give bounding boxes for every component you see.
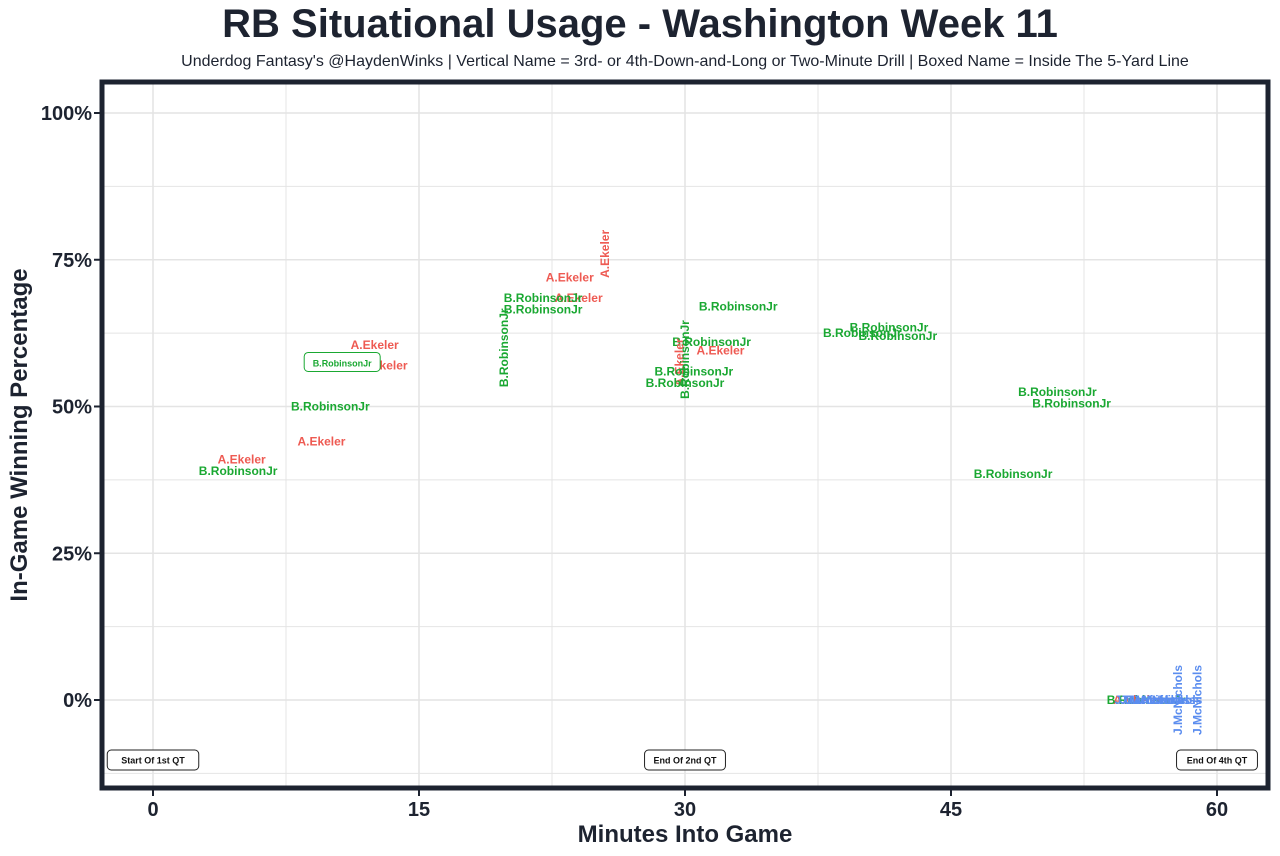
point-label-vertical: B.RobinsonJr — [497, 308, 511, 387]
x-tick-label: 30 — [674, 799, 696, 821]
point-label: A.Ekeler — [351, 338, 399, 352]
point-label-boxed: B.RobinsonJr — [303, 351, 381, 372]
x-tick-label: 45 — [940, 799, 962, 821]
point-label-vertical: J.McNichols — [1171, 665, 1185, 735]
point-label: B.RobinsonJr — [313, 358, 372, 368]
quarter-marker: End Of 4th QT — [1176, 749, 1258, 771]
point-label: B.RobinsonJr — [823, 326, 902, 340]
quarter-marker-box — [644, 749, 726, 771]
point-label: A.Ekeler — [546, 270, 594, 284]
grid-lines — [102, 82, 1268, 788]
point-label: B.RobinsonJr — [858, 329, 937, 343]
point-label: B.RobinsonJr — [199, 464, 278, 478]
point-label: J.McNichols — [1125, 693, 1195, 707]
x-tick-label: 15 — [408, 799, 430, 821]
point-label: B.RobinsonJr — [1107, 693, 1186, 707]
chart-subtitle: Underdog Fantasy's @HaydenWinks | Vertic… — [181, 53, 1189, 70]
point-label: B.RobinsonJr — [655, 364, 734, 378]
y-tick-label: 0% — [63, 690, 92, 712]
point-label: A.Ekeler — [297, 435, 345, 449]
x-tick-label: 60 — [1206, 799, 1228, 821]
y-axis-title: In-Game Winning Percentage — [6, 268, 33, 601]
y-tick-label: 75% — [52, 250, 92, 272]
data-points: A.EkelerB.RobinsonJrA.EkelerB.RobinsonJr… — [199, 230, 1205, 735]
quarter-marker-box — [1176, 749, 1258, 771]
point-label: B.RobinsonJr — [974, 467, 1053, 481]
point-label: A.Ekeler — [1113, 693, 1161, 707]
point-label: J.McNichols — [1115, 693, 1185, 707]
point-label: A.Ekeler — [696, 344, 744, 358]
point-label: A.Ekeler — [555, 291, 603, 305]
point-label: A.Ekeler — [218, 452, 266, 466]
point-label-vertical: A.Ekeler — [598, 230, 612, 278]
point-label: B.RobinsonJr — [672, 335, 751, 349]
quarter-marker-label: End Of 4th QT — [1187, 756, 1248, 766]
axis-ticks: 0 15 30 45 60 0% 25% 50% 75% 100% — [41, 103, 1228, 821]
point-label-vertical: A.Ekeler — [673, 338, 687, 386]
point-label: B.RobinsonJr — [504, 303, 583, 317]
y-tick-label: 50% — [52, 397, 92, 419]
point-label: B.RobinsonJr — [291, 400, 370, 414]
quarter-marker-label: Start Of 1st QT — [121, 756, 185, 766]
quarter-marker: Start Of 1st QT — [106, 749, 200, 771]
quarter-marker-label: End Of 2nd QT — [654, 756, 717, 766]
y-tick-label: 25% — [52, 543, 92, 565]
quarter-marker-box — [106, 749, 200, 771]
point-label: B.RobinsonJr — [850, 320, 929, 334]
chart-title: RB Situational Usage - Washington Week 1… — [222, 2, 1058, 46]
y-tick-label: 100% — [41, 103, 92, 125]
x-tick-label: 0 — [147, 799, 158, 821]
point-label: J.McNichols — [1120, 693, 1190, 707]
point-label: B.RobinsonJr — [699, 300, 778, 314]
point-label-vertical: B.RobinsonJr — [678, 320, 692, 399]
point-label: B.RobinsonJr — [1018, 385, 1097, 399]
quarter-markers: Start Of 1st QT End Of 2nd QT End Of 4th Q… — [106, 749, 1258, 771]
x-axis-title: Minutes Into Game — [578, 821, 793, 848]
point-label-vertical: J.McNichols — [1190, 665, 1204, 735]
point-label: B.RobinsonJr — [1032, 397, 1111, 411]
plot-frame — [99, 79, 1271, 791]
quarter-marker: End Of 2nd QT — [644, 749, 726, 771]
point-label: B.RobinsonJr — [504, 291, 583, 305]
point-label: J.McNichols — [1132, 693, 1202, 707]
point-label-box — [303, 351, 381, 372]
point-label: B.RobinsonJr — [646, 376, 725, 390]
